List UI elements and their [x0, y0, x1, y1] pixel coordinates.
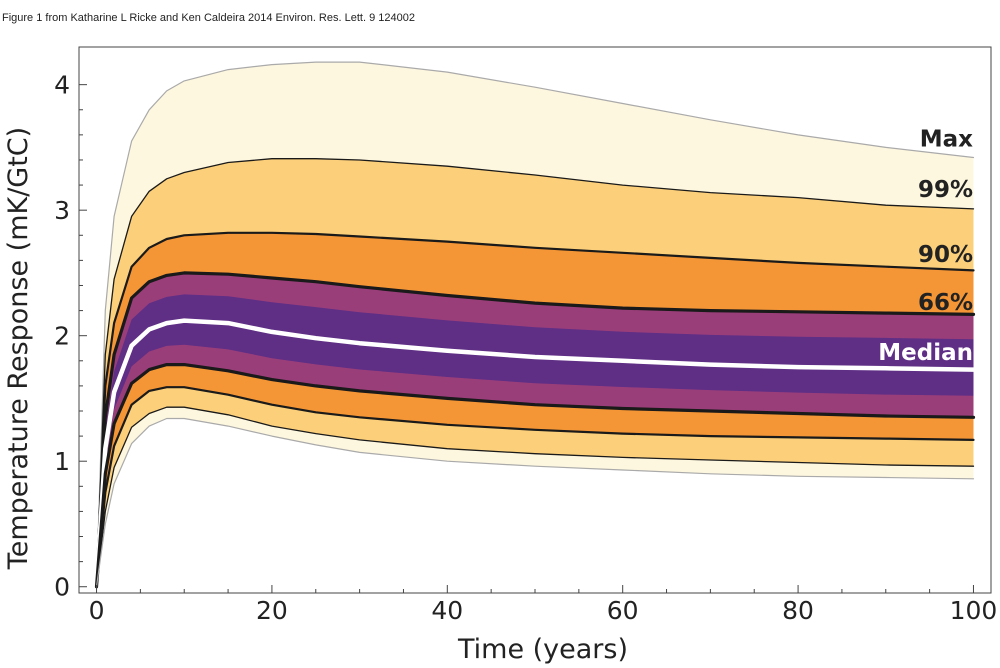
figure-caption: Figure 1 from Katharine L Ricke and Ken …	[2, 12, 415, 24]
x-tick-label: 0	[89, 596, 105, 625]
series-line-1	[95, 158, 975, 588]
series-line-5	[94, 363, 976, 589]
series-line-6	[95, 386, 975, 588]
y-tick-label: 4	[54, 71, 70, 100]
x-axis-ticks: 0 20 40 60 80 100	[89, 585, 998, 625]
series-label: Max	[920, 127, 973, 153]
series-line-7	[95, 406, 975, 588]
percentile-lines	[94, 61, 976, 589]
series-line-3	[94, 271, 976, 589]
series-line-0	[95, 61, 975, 588]
series-line-4	[94, 318, 976, 589]
x-tick-label: 80	[782, 596, 814, 625]
x-axis-label: Time (years)	[457, 634, 628, 665]
series-labels: Max 99% 90% 66% Median	[878, 127, 973, 366]
x-tick-label: 100	[950, 596, 998, 625]
y-tick-label: 2	[54, 322, 70, 351]
series-label: 90%	[918, 242, 973, 268]
x-tick-label: 20	[256, 596, 288, 625]
x-tick-label: 40	[431, 596, 463, 625]
x-tick-label: 60	[607, 596, 639, 625]
series-line-8	[95, 417, 975, 588]
y-axis-ticks: 0 1 2 3 4	[54, 71, 87, 602]
y-tick-label: 3	[54, 196, 70, 225]
series-label: Median	[878, 340, 973, 366]
series-label: 99%	[918, 177, 973, 203]
y-axis-label: Temperature Response (mK/GtC)	[3, 127, 34, 570]
series-label: 66%	[918, 290, 973, 316]
y-tick-label: 1	[54, 447, 70, 476]
y-tick-label: 0	[54, 573, 70, 602]
series-line-2	[95, 231, 975, 588]
